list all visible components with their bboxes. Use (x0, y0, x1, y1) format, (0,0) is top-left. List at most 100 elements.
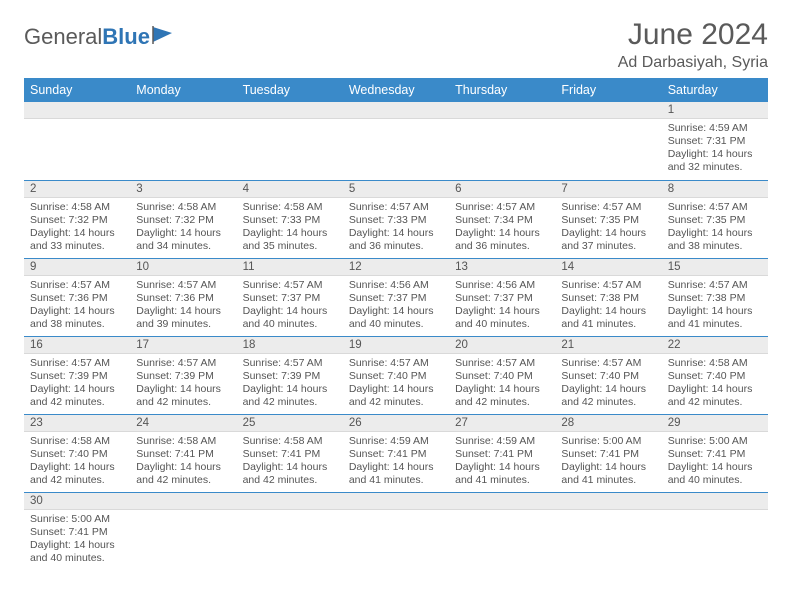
weekday-header: Sunday (24, 78, 130, 102)
day-details: Sunrise: 5:00 AMSunset: 7:41 PMDaylight:… (555, 432, 661, 492)
day-details: Sunrise: 4:58 AMSunset: 7:32 PMDaylight:… (130, 198, 236, 258)
day-details: Sunrise: 4:57 AMSunset: 7:39 PMDaylight:… (237, 354, 343, 414)
calendar-day-cell: 6Sunrise: 4:57 AMSunset: 7:34 PMDaylight… (449, 180, 555, 258)
calendar-day-cell (237, 492, 343, 570)
day-number: 24 (130, 415, 236, 432)
day-number: 17 (130, 337, 236, 354)
calendar-day-cell: 4Sunrise: 4:58 AMSunset: 7:33 PMDaylight… (237, 180, 343, 258)
calendar-day-cell: 7Sunrise: 4:57 AMSunset: 7:35 PMDaylight… (555, 180, 661, 258)
calendar-day-cell: 13Sunrise: 4:56 AMSunset: 7:37 PMDayligh… (449, 258, 555, 336)
logo-text-blue: Blue (102, 24, 150, 50)
day-details: Sunrise: 4:58 AMSunset: 7:41 PMDaylight:… (130, 432, 236, 492)
day-details: Sunrise: 4:58 AMSunset: 7:41 PMDaylight:… (237, 432, 343, 492)
calendar-day-cell (449, 492, 555, 570)
day-number: 3 (130, 181, 236, 198)
day-details: Sunrise: 4:57 AMSunset: 7:38 PMDaylight:… (555, 276, 661, 336)
day-number: 29 (662, 415, 768, 432)
day-details: Sunrise: 4:59 AMSunset: 7:41 PMDaylight:… (343, 432, 449, 492)
calendar-day-cell: 8Sunrise: 4:57 AMSunset: 7:35 PMDaylight… (662, 180, 768, 258)
calendar-day-cell (130, 102, 236, 180)
day-number: 9 (24, 259, 130, 276)
day-details: Sunrise: 4:56 AMSunset: 7:37 PMDaylight:… (343, 276, 449, 336)
header: GeneralBlue June 2024 Ad Darbasiyah, Syr… (24, 18, 768, 72)
day-number (449, 102, 555, 119)
day-number: 7 (555, 181, 661, 198)
day-details: Sunrise: 4:57 AMSunset: 7:38 PMDaylight:… (662, 276, 768, 336)
day-number: 10 (130, 259, 236, 276)
weekday-header: Friday (555, 78, 661, 102)
day-details: Sunrise: 4:57 AMSunset: 7:35 PMDaylight:… (555, 198, 661, 258)
calendar-day-cell: 11Sunrise: 4:57 AMSunset: 7:37 PMDayligh… (237, 258, 343, 336)
calendar-day-cell: 28Sunrise: 5:00 AMSunset: 7:41 PMDayligh… (555, 414, 661, 492)
day-number (449, 493, 555, 510)
day-number: 13 (449, 259, 555, 276)
day-number: 15 (662, 259, 768, 276)
flag-icon (152, 24, 176, 50)
day-number: 12 (343, 259, 449, 276)
calendar-day-cell: 27Sunrise: 4:59 AMSunset: 7:41 PMDayligh… (449, 414, 555, 492)
logo-text-general: General (24, 24, 102, 50)
calendar-day-cell: 10Sunrise: 4:57 AMSunset: 7:36 PMDayligh… (130, 258, 236, 336)
day-number (237, 102, 343, 119)
calendar-day-cell (662, 492, 768, 570)
calendar-day-cell (555, 492, 661, 570)
calendar-day-cell: 3Sunrise: 4:58 AMSunset: 7:32 PMDaylight… (130, 180, 236, 258)
day-number (662, 493, 768, 510)
weekday-header: Wednesday (343, 78, 449, 102)
day-details: Sunrise: 4:57 AMSunset: 7:37 PMDaylight:… (237, 276, 343, 336)
day-number: 25 (237, 415, 343, 432)
day-number (130, 102, 236, 119)
calendar-table: SundayMondayTuesdayWednesdayThursdayFrid… (24, 78, 768, 570)
logo: GeneralBlue (24, 24, 176, 50)
calendar-day-cell: 5Sunrise: 4:57 AMSunset: 7:33 PMDaylight… (343, 180, 449, 258)
day-number (237, 493, 343, 510)
day-number (343, 493, 449, 510)
weekday-header: Thursday (449, 78, 555, 102)
day-details: Sunrise: 4:57 AMSunset: 7:39 PMDaylight:… (24, 354, 130, 414)
calendar-week-row: 9Sunrise: 4:57 AMSunset: 7:36 PMDaylight… (24, 258, 768, 336)
day-details: Sunrise: 4:58 AMSunset: 7:32 PMDaylight:… (24, 198, 130, 258)
calendar-day-cell: 15Sunrise: 4:57 AMSunset: 7:38 PMDayligh… (662, 258, 768, 336)
day-details: Sunrise: 5:00 AMSunset: 7:41 PMDaylight:… (24, 510, 130, 570)
weekday-header: Saturday (662, 78, 768, 102)
day-number: 4 (237, 181, 343, 198)
calendar-day-cell: 26Sunrise: 4:59 AMSunset: 7:41 PMDayligh… (343, 414, 449, 492)
day-details: Sunrise: 4:57 AMSunset: 7:35 PMDaylight:… (662, 198, 768, 258)
location: Ad Darbasiyah, Syria (618, 54, 768, 72)
calendar-day-cell: 21Sunrise: 4:57 AMSunset: 7:40 PMDayligh… (555, 336, 661, 414)
calendar-day-cell: 29Sunrise: 5:00 AMSunset: 7:41 PMDayligh… (662, 414, 768, 492)
calendar-day-cell (24, 102, 130, 180)
day-details: Sunrise: 4:56 AMSunset: 7:37 PMDaylight:… (449, 276, 555, 336)
day-number: 6 (449, 181, 555, 198)
day-number: 30 (24, 493, 130, 510)
day-number: 18 (237, 337, 343, 354)
day-details: Sunrise: 4:57 AMSunset: 7:40 PMDaylight:… (449, 354, 555, 414)
day-details: Sunrise: 4:57 AMSunset: 7:36 PMDaylight:… (130, 276, 236, 336)
month-title: June 2024 (618, 18, 768, 52)
calendar-day-cell (237, 102, 343, 180)
day-details: Sunrise: 5:00 AMSunset: 7:41 PMDaylight:… (662, 432, 768, 492)
day-details: Sunrise: 4:58 AMSunset: 7:40 PMDaylight:… (24, 432, 130, 492)
day-number (24, 102, 130, 119)
day-details: Sunrise: 4:58 AMSunset: 7:33 PMDaylight:… (237, 198, 343, 258)
day-number: 5 (343, 181, 449, 198)
calendar-header-row: SundayMondayTuesdayWednesdayThursdayFrid… (24, 78, 768, 102)
calendar-day-cell: 23Sunrise: 4:58 AMSunset: 7:40 PMDayligh… (24, 414, 130, 492)
day-number: 19 (343, 337, 449, 354)
calendar-week-row: 16Sunrise: 4:57 AMSunset: 7:39 PMDayligh… (24, 336, 768, 414)
calendar-day-cell: 18Sunrise: 4:57 AMSunset: 7:39 PMDayligh… (237, 336, 343, 414)
day-details: Sunrise: 4:59 AMSunset: 7:31 PMDaylight:… (662, 119, 768, 179)
calendar-week-row: 23Sunrise: 4:58 AMSunset: 7:40 PMDayligh… (24, 414, 768, 492)
day-details: Sunrise: 4:57 AMSunset: 7:34 PMDaylight:… (449, 198, 555, 258)
calendar-day-cell: 12Sunrise: 4:56 AMSunset: 7:37 PMDayligh… (343, 258, 449, 336)
calendar-day-cell (130, 492, 236, 570)
day-number: 28 (555, 415, 661, 432)
calendar-day-cell (555, 102, 661, 180)
calendar-day-cell: 20Sunrise: 4:57 AMSunset: 7:40 PMDayligh… (449, 336, 555, 414)
day-details: Sunrise: 4:58 AMSunset: 7:40 PMDaylight:… (662, 354, 768, 414)
day-number (555, 102, 661, 119)
calendar-day-cell (343, 492, 449, 570)
calendar-week-row: 30Sunrise: 5:00 AMSunset: 7:41 PMDayligh… (24, 492, 768, 570)
calendar-week-row: 2Sunrise: 4:58 AMSunset: 7:32 PMDaylight… (24, 180, 768, 258)
calendar-day-cell: 9Sunrise: 4:57 AMSunset: 7:36 PMDaylight… (24, 258, 130, 336)
